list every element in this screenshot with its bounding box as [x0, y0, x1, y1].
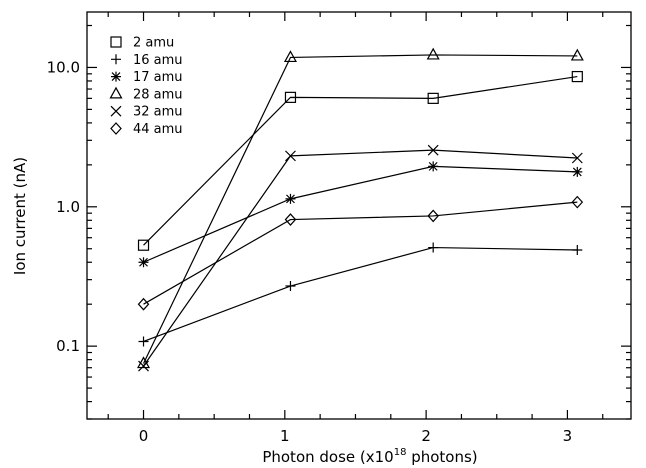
legend-label: 2 amu — [133, 36, 174, 51]
y-axis-ticks: 0.1 1.0 10.0 — [47, 24, 631, 420]
legend: 2 amu 16 amu 17 amu 28 amu 32 amu 44 amu — [109, 36, 183, 137]
data-point — [571, 70, 583, 83]
legend-marker — [110, 122, 122, 135]
x-tick-label: 2 — [421, 427, 431, 445]
x-axis-label-suffix: photons) — [406, 448, 477, 466]
series-layer — [137, 47, 584, 372]
x-axis-label-main: Photon dose (x10 — [262, 448, 393, 466]
series-line — [142, 54, 578, 364]
data-point — [428, 161, 439, 172]
data-point — [572, 244, 583, 255]
series-line — [143, 165, 578, 263]
legend-label: 44 amu — [133, 122, 183, 137]
data-point — [427, 144, 439, 156]
y-tick-label: 0.1 — [56, 337, 80, 355]
data-point — [426, 47, 440, 60]
series-44-amu — [137, 195, 584, 311]
legend-label: 32 amu — [133, 105, 183, 120]
legend-marker — [110, 36, 122, 48]
y-tick-label: 10.0 — [47, 58, 80, 76]
plot-border — [86, 11, 632, 420]
data-point — [137, 297, 150, 311]
series-2-amu — [137, 70, 583, 251]
data-point — [285, 150, 296, 162]
x-tick-label: 0 — [139, 427, 149, 445]
legend-marker — [110, 105, 122, 117]
data-point — [283, 50, 297, 63]
y-axis-label: Ion current (nA) — [11, 157, 29, 275]
data-point — [427, 209, 439, 223]
legend-label: 28 amu — [133, 87, 183, 102]
legend-marker — [111, 54, 121, 65]
data-point — [138, 360, 149, 372]
series-line — [143, 246, 578, 343]
legend-label: 17 amu — [133, 70, 183, 85]
data-point — [570, 48, 584, 61]
series-line — [143, 149, 578, 367]
y-tick-label: 1.0 — [56, 198, 80, 216]
data-point — [138, 257, 149, 268]
x-tick-label: 1 — [280, 427, 290, 445]
legend-marker — [109, 86, 123, 99]
data-point — [284, 91, 297, 103]
series-line — [143, 75, 578, 246]
data-point — [137, 239, 150, 251]
data-point — [427, 92, 439, 104]
x-axis-label-exponent: 18 — [394, 447, 407, 458]
x-tick-label: 3 — [563, 427, 573, 445]
data-point — [285, 193, 296, 204]
x-axis-ticks: 0 1 2 3 — [107, 12, 604, 445]
plot-frame — [86, 11, 632, 420]
legend-label: 16 amu — [133, 53, 183, 68]
data-point — [571, 195, 584, 209]
series-16-amu — [138, 242, 583, 347]
data-point — [428, 242, 439, 253]
series-17-amu — [138, 161, 583, 268]
data-point — [572, 166, 583, 177]
x-axis-label: Photon dose (x1018 photons) — [262, 447, 477, 466]
data-point — [284, 213, 297, 226]
legend-marker — [111, 71, 121, 82]
series-line — [143, 201, 578, 305]
series-32-amu — [138, 144, 583, 372]
data-point — [571, 152, 583, 164]
data-point — [285, 281, 296, 292]
data-point — [138, 336, 149, 347]
